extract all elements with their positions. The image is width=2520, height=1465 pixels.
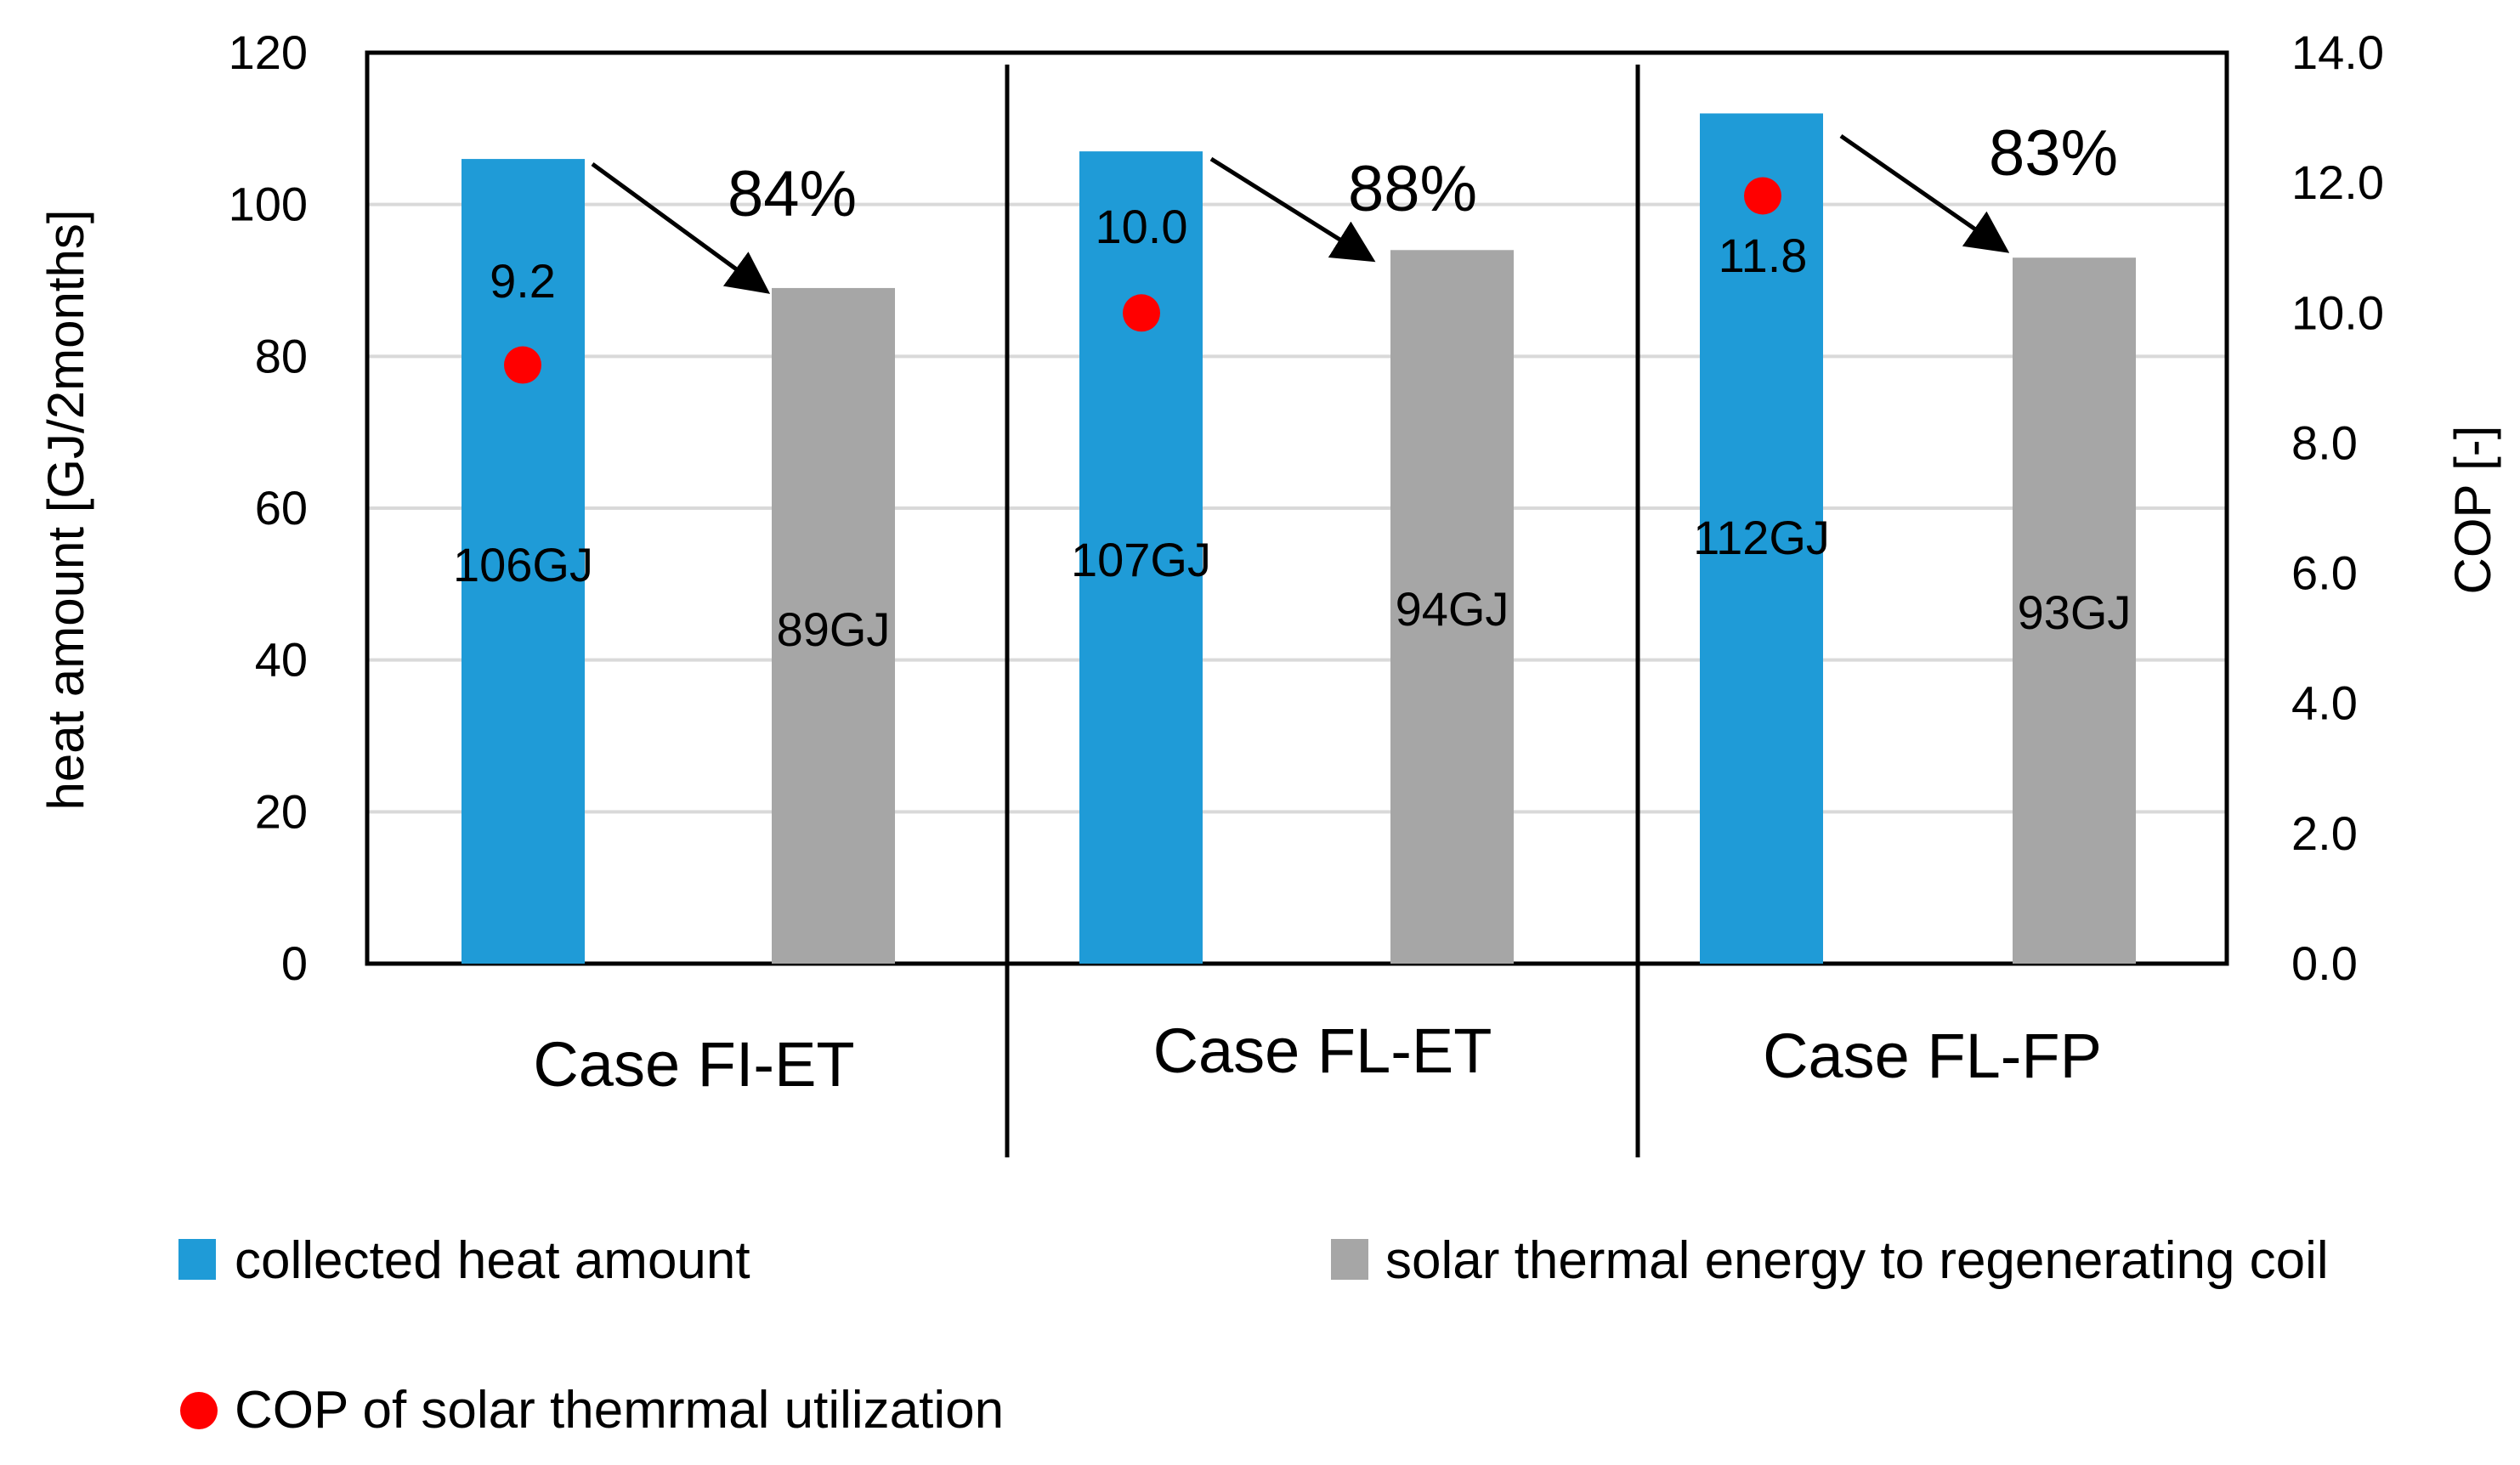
y-tick-label: 80 [255,329,308,382]
cop-point [1123,294,1160,332]
ratio-label: 84% [728,158,857,230]
y-tick-label: 60 [255,481,308,535]
y2-tick-label: 14.0 [2291,25,2384,79]
ratio-arrow [1839,133,2010,253]
y2-axis-ticks: 0.0 2.0 4.0 6.0 8.0 10.0 12.0 14.0 [2291,25,2384,990]
y-tick-label: 0 [281,936,308,990]
bar-collected [1700,113,1823,964]
case-label: Case FL-FP [1763,1021,2102,1091]
legend-swatch-collected [178,1239,216,1280]
y-axis-title: heat amount [GJ/2months] [37,209,94,810]
bar-label-collected: 106GJ [453,538,593,591]
y-tick-label: 120 [229,25,308,79]
bar-label-collected: 107GJ [1071,533,1211,586]
legend-swatch-regen [1331,1239,1368,1280]
bar-label-regen: 94GJ [1396,582,1509,636]
case-label: Case FL-ET [1153,1015,1492,1086]
y2-tick-label: 4.0 [2291,676,2358,730]
y-tick-label: 40 [255,633,308,687]
y-tick-label: 100 [229,178,308,231]
bar-regen [772,287,895,964]
bar-label-collected: 112GJ [1693,511,1830,564]
y2-tick-label: 2.0 [2291,806,2358,860]
y2-tick-label: 0.0 [2291,936,2358,990]
bar-collected [462,159,585,964]
plot-frame [365,50,2229,966]
bar-labels: 106GJ 107GJ 112GJ 89GJ 94GJ 93GJ [453,511,2131,656]
bar-regen [2013,257,2136,964]
legend: collected heat amount solar thermal ener… [178,1231,2329,1440]
y-axis-ticks: 0 20 40 60 80 100 120 [229,25,308,990]
case-label: Case FI-ET [533,1029,854,1100]
ratio-arrow [1209,156,1376,263]
legend-label-regen: solar thermal energy to regenerating coi… [1385,1231,2329,1290]
bar-label-regen: 93GJ [2018,585,2132,639]
ratio-label: 83% [1989,117,2118,189]
cop-point [504,346,541,384]
ratio-labels: 84% 88% 83% [728,117,2118,230]
bar-collected [1079,151,1203,964]
cop-label: 9.2 [490,254,556,308]
cop-point [1744,177,1781,215]
ratio-label: 88% [1348,153,1477,225]
bar-label-regen: 89GJ [777,602,891,656]
ratio-arrows [591,133,2010,294]
y2-tick-label: 10.0 [2291,286,2384,339]
legend-marker-cop [180,1392,218,1429]
group-dividers [1005,65,1640,1157]
y2-tick-label: 6.0 [2291,546,2358,600]
ratio-arrow [591,161,771,294]
y-tick-label: 20 [255,784,308,838]
cop-points [504,177,1781,384]
bars [462,113,2136,964]
cop-label: 10.0 [1096,200,1188,253]
bar-regen [1390,250,1514,964]
gridlines [367,51,2227,814]
legend-label-collected: collected heat amount [235,1231,750,1290]
case-labels: Case FI-ET Case FL-ET Case FL-FP [533,1015,2102,1100]
cop-labels: 9.2 10.0 11.8 [490,200,1807,308]
y2-axis-title: COP [-] [2444,426,2501,595]
legend-label-cop: COP of solar themrmal utilization [235,1381,1004,1440]
y2-tick-label: 12.0 [2291,156,2384,209]
y2-tick-label: 8.0 [2291,416,2358,469]
cop-label: 11.8 [1719,229,1808,282]
